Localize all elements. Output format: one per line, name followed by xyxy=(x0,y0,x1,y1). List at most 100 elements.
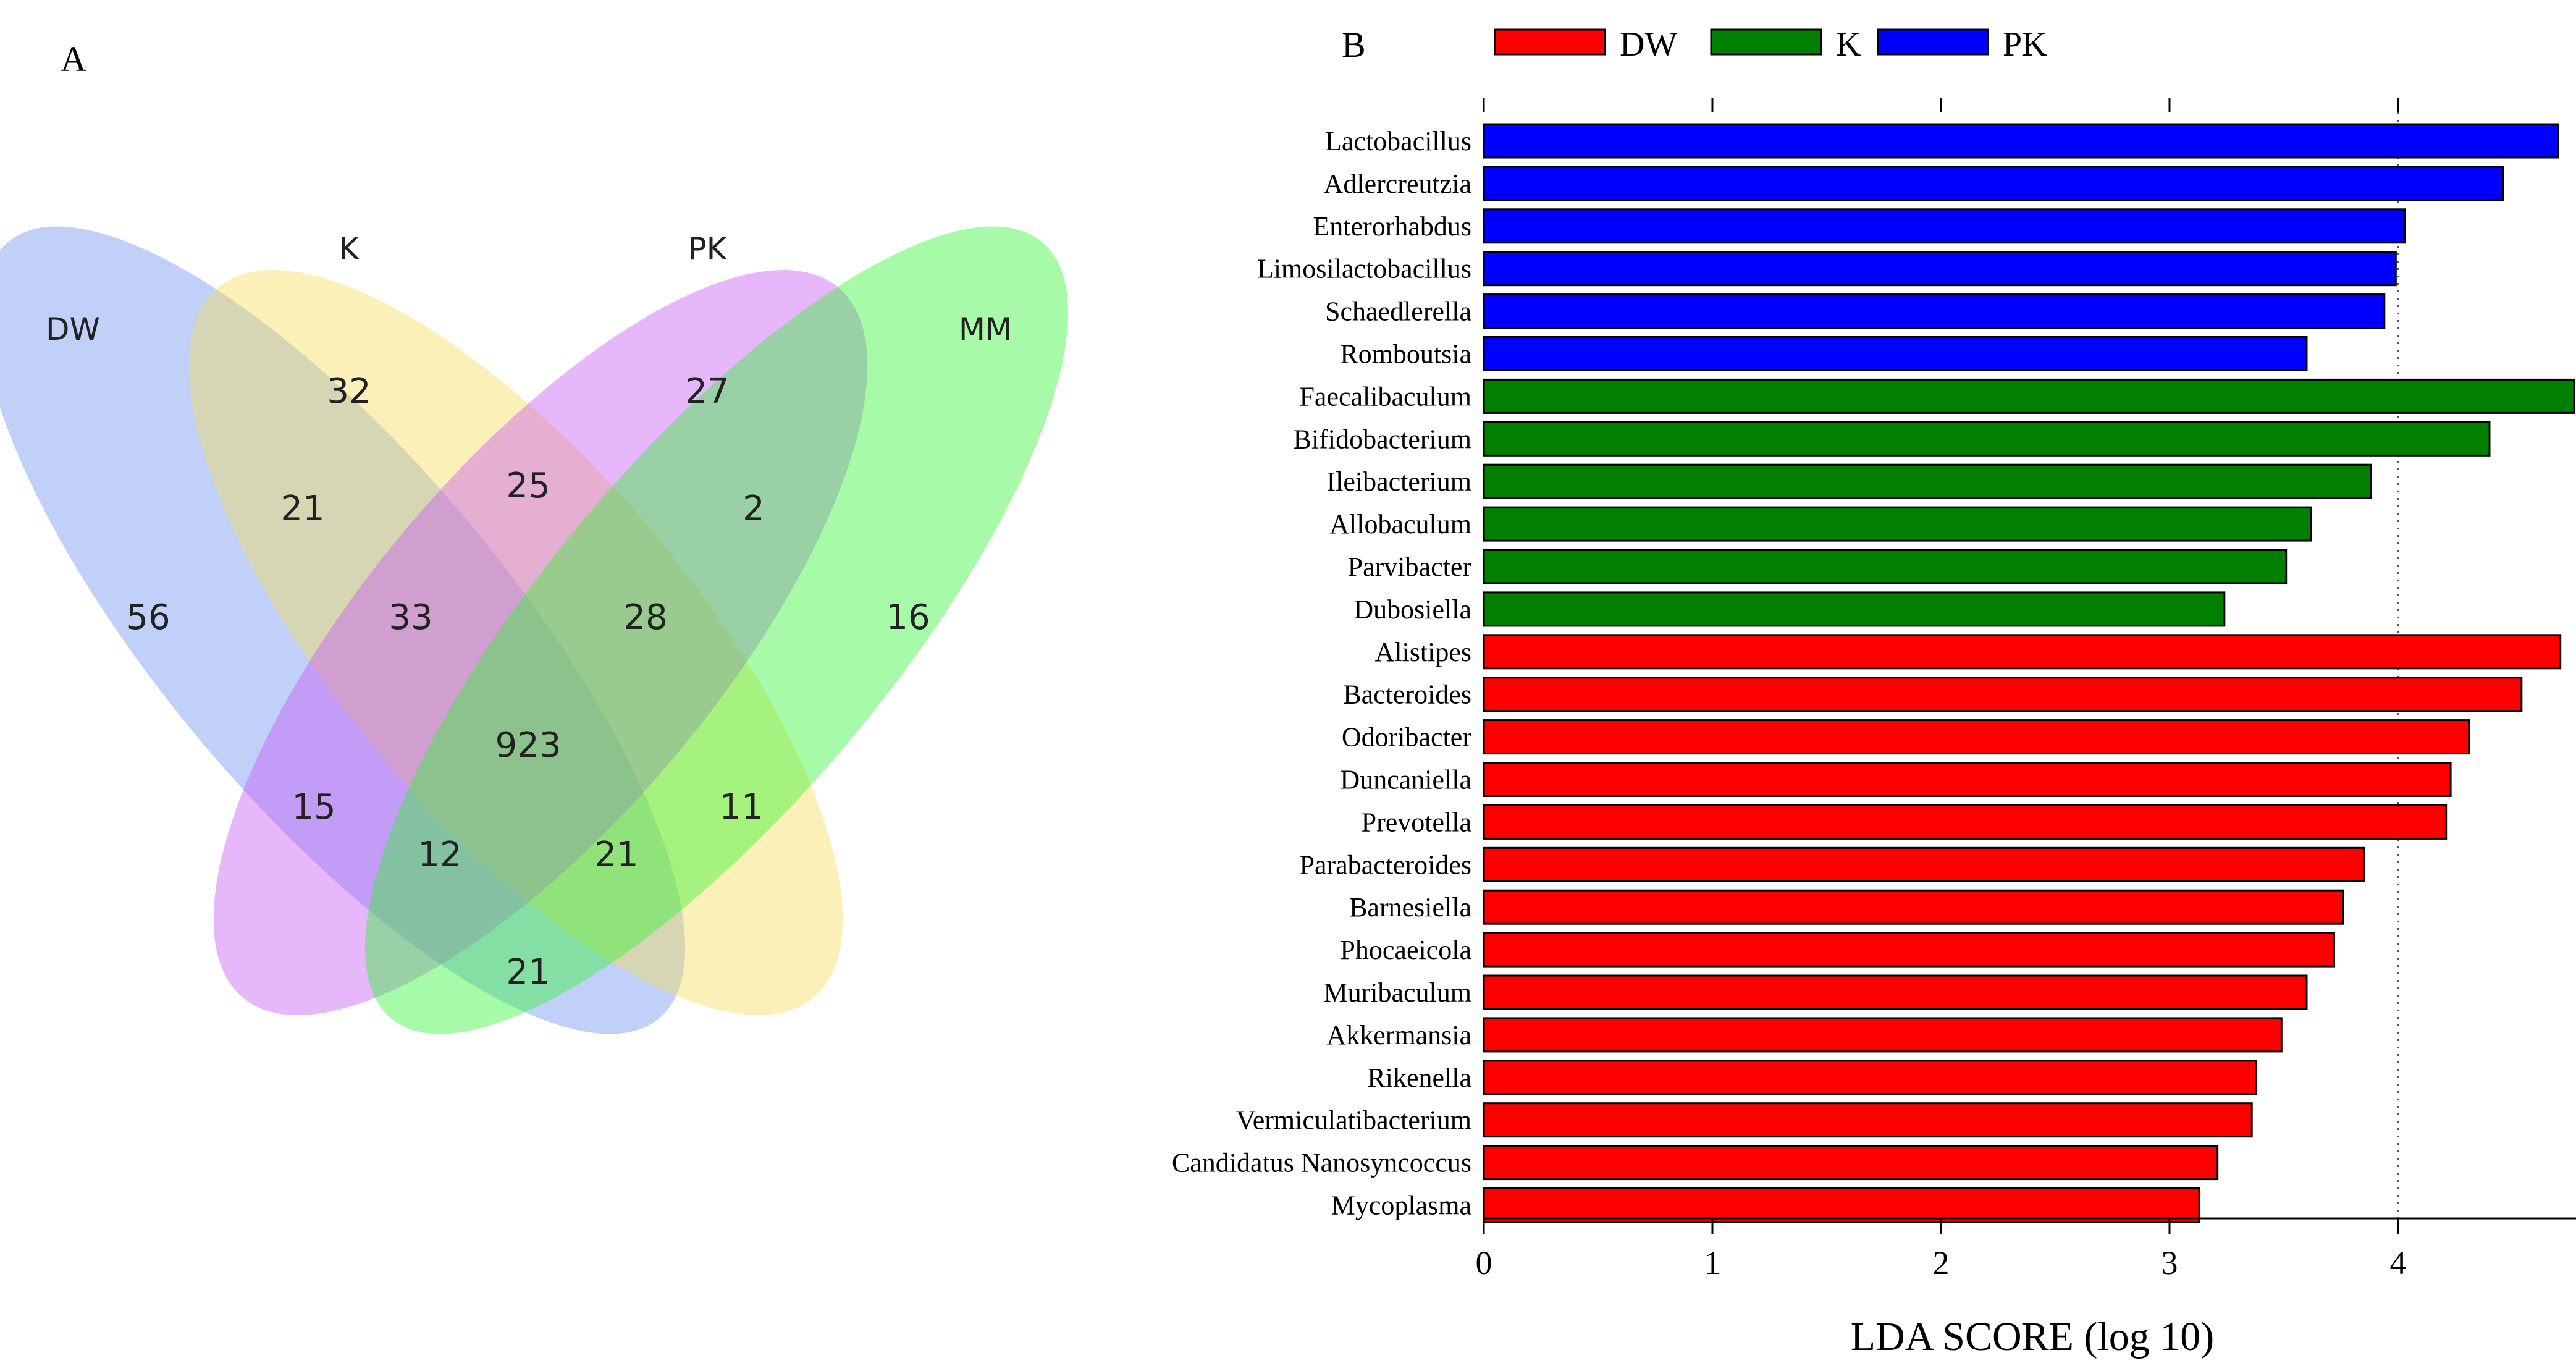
legend-label-k: K xyxy=(1836,25,1861,64)
legend-item-pk: PK xyxy=(1877,25,2047,64)
category-label-phocaeicola: Phocaeicola xyxy=(1340,935,1471,965)
category-label-ileibacterium: Ileibacterium xyxy=(1326,466,1471,497)
venn-label-pk: PK xyxy=(688,231,728,267)
bar-adlercreutzia xyxy=(1483,166,2504,201)
bar-parvibacter xyxy=(1483,549,2288,584)
category-label-romboutsia: Romboutsia xyxy=(1340,339,1471,369)
bar-muribaculum xyxy=(1483,974,2308,1010)
panel-a-letter: A xyxy=(61,39,86,79)
venn-region-counts: 56 32 27 16 21 25 2 33 28 923 15 11 12 2… xyxy=(126,371,930,992)
x-tick-label-1: 1 xyxy=(1704,1244,1721,1281)
category-label-mycoplasma: Mycoplasma xyxy=(1331,1191,1471,1221)
x-tick-label-3: 3 xyxy=(2161,1244,2178,1281)
venn-count-k-only: 32 xyxy=(327,371,371,411)
x-tick-label-2: 2 xyxy=(1933,1244,1950,1281)
venn-label-k: K xyxy=(339,231,360,267)
bar-limosilactobacillus xyxy=(1483,251,2397,287)
venn-ellipse-mm xyxy=(364,226,1069,1034)
venn-label-mm: MM xyxy=(959,311,1012,347)
bar-mycoplasma xyxy=(1483,1187,2200,1223)
category-label-allobaculum: Allobaculum xyxy=(1329,509,1471,539)
venn-count-k-pk-mm: 28 xyxy=(623,597,667,638)
category-label-bifidobacterium: Bifidobacterium xyxy=(1294,424,1471,454)
x-axis-tick-labels: 0 1 2 3 4 xyxy=(1476,1244,2407,1281)
category-label-alistipes: Alistipes xyxy=(1375,637,1471,667)
legend-label-pk: PK xyxy=(2003,25,2047,64)
category-label-dubosiella: Dubosiella xyxy=(1353,594,1471,625)
lda-bar-chart-panel: B DW K PK Lactobacillus Adlercreutzia Ente… xyxy=(1172,25,2576,1359)
category-label-duncaniella: Duncaniella xyxy=(1340,765,1471,795)
category-label-odoribacter: Odoribacter xyxy=(1342,722,1471,753)
category-label-adlercreutzia: Adlercreutzia xyxy=(1324,169,1471,199)
category-label-enterorhabdus: Enterorhabdus xyxy=(1313,211,1471,242)
bar-rikenella xyxy=(1483,1060,2258,1095)
category-label-akkermansia: Akkermansia xyxy=(1326,1020,1471,1050)
venn-count-dw-pk: 15 xyxy=(292,787,335,827)
bar-parabacteroides xyxy=(1483,846,2365,882)
bar-vermiculatibacterium xyxy=(1483,1102,2253,1138)
bar-odoribacter xyxy=(1483,719,2470,755)
venn-diagram-panel: A DW K PK MM 56 32 27 16 21 25 2 33 28 9… xyxy=(0,39,1069,1034)
venn-count-mm-only: 16 xyxy=(886,597,930,638)
venn-count-dw-only: 56 xyxy=(126,597,170,638)
x-tick-label-4: 4 xyxy=(2390,1244,2407,1281)
venn-count-all: 923 xyxy=(495,725,562,766)
category-label-candidatus-nanosyncoccus: Candidatus Nanosyncoccus xyxy=(1172,1148,1471,1178)
legend-item-k: K xyxy=(1710,25,1861,64)
x-tick-label-0: 0 xyxy=(1476,1244,1492,1281)
venn-ellipse-pk xyxy=(213,269,868,1016)
legend-swatch-k xyxy=(1710,28,1822,56)
bar-allobaculum xyxy=(1483,506,2312,542)
bar-barnesiella xyxy=(1483,889,2344,925)
venn-count-k-mm: 11 xyxy=(719,787,763,827)
chart-legend: DW K PK xyxy=(1494,25,2047,64)
category-label-rikenella: Rikenella xyxy=(1367,1063,1471,1093)
bar-alistipes xyxy=(1483,634,2562,670)
venn-count-dw-mm: 21 xyxy=(506,952,550,992)
category-label-lactobacillus: Lactobacillus xyxy=(1325,126,1471,156)
bar-dubosiella xyxy=(1483,591,2226,627)
chart-bars xyxy=(1483,123,2575,1223)
venn-count-pk-mm: 2 xyxy=(743,489,765,529)
bar-prevotella xyxy=(1483,804,2448,840)
bar-enterorhabdus xyxy=(1483,208,2406,244)
legend-label-dw: DW xyxy=(1620,25,1677,64)
bar-phocaeicola xyxy=(1483,932,2335,968)
venn-count-k-pk: 25 xyxy=(506,466,550,506)
category-label-parvibacter: Parvibacter xyxy=(1348,552,1472,582)
venn-ellipses xyxy=(0,226,1069,1034)
bar-duncaniella xyxy=(1483,762,2452,797)
category-labels: Lactobacillus Adlercreutzia Enterorhabdus L… xyxy=(1172,126,1471,1221)
legend-item-dw: DW xyxy=(1494,25,1677,64)
venn-set-labels: DW K PK MM xyxy=(46,231,1012,347)
venn-count-dw-k-mm: 21 xyxy=(594,835,638,875)
category-label-bacteroides: Bacteroides xyxy=(1343,680,1471,710)
top-tick-marks xyxy=(1483,98,2399,112)
venn-ellipse-k xyxy=(188,269,843,1016)
bar-lactobacillus xyxy=(1483,123,2559,159)
venn-ellipse-dw xyxy=(0,226,686,1034)
category-label-faecalibaculum: Faecalibaculum xyxy=(1299,381,1471,411)
bar-schaedlerella xyxy=(1483,293,2386,329)
category-label-vermiculatibacterium: Vermiculatibacterium xyxy=(1236,1105,1471,1136)
x-axis-ticks xyxy=(1483,1218,2399,1234)
venn-count-dw-k-pk: 33 xyxy=(389,597,432,638)
venn-count-dw-k: 21 xyxy=(280,489,324,529)
venn-label-dw: DW xyxy=(46,311,100,347)
category-label-parabacteroides: Parabacteroides xyxy=(1299,850,1471,880)
x-axis-title: LDA SCORE (log 10) xyxy=(1851,1314,2215,1359)
legend-swatch-dw xyxy=(1494,28,1606,56)
bar-romboutsia xyxy=(1483,336,2308,371)
category-label-prevotella: Prevotella xyxy=(1362,807,1471,837)
bar-bifidobacterium xyxy=(1483,421,2491,457)
panel-b-letter: B xyxy=(1342,25,1366,65)
bar-akkermansia xyxy=(1483,1017,2283,1053)
bar-candidatus-nanosyncoccus xyxy=(1483,1145,2219,1181)
bar-faecalibaculum xyxy=(1483,378,2575,414)
category-label-limosilactobacillus: Limosilactobacillus xyxy=(1257,254,1471,284)
category-label-schaedlerella: Schaedlerella xyxy=(1325,297,1471,327)
venn-count-dw-pk-mm: 12 xyxy=(418,835,461,875)
bar-bacteroides xyxy=(1483,677,2523,712)
category-label-muribaculum: Muribaculum xyxy=(1323,977,1471,1008)
